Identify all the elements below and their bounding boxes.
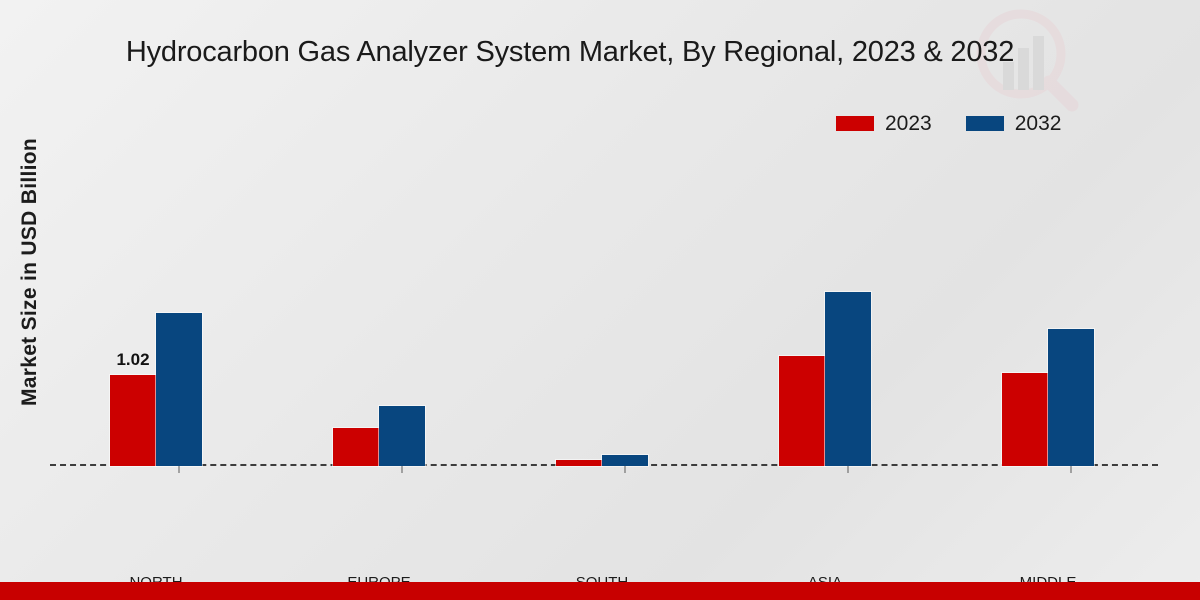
legend-swatch-2023 — [836, 116, 874, 131]
bar-2023-north-america[interactable]: 1.02 — [110, 350, 156, 466]
bar-2032-asia-pacific[interactable] — [825, 292, 871, 473]
bar-2023-asia-pacific[interactable] — [779, 356, 825, 466]
y-axis-label: Market Size in USD Billion — [18, 138, 41, 407]
bar-group-north-america: 1.02 — [110, 100, 202, 473]
x-axis-tick-middle-east-and-africa — [1070, 466, 1072, 473]
plot-area: 1.02 NORTH AMERICA EUROPE SOU — [50, 100, 1158, 600]
x-axis-tick-europe — [401, 466, 403, 473]
bar-2023-middle-east-and-africa[interactable] — [1002, 373, 1048, 466]
legend-item-2032[interactable]: 2032 — [965, 112, 1062, 135]
legend-label-2032: 2032 — [1014, 112, 1062, 135]
bar-value-label-north-america-2023: 1.02 — [116, 350, 150, 369]
bar-group-asia-pacific — [779, 100, 871, 473]
footer-accent-bar — [0, 582, 1200, 600]
bar-group-middle-east-and-africa — [1002, 100, 1094, 473]
chart-legend: 2023 2032 — [836, 113, 1061, 134]
bar-2023-europe[interactable] — [333, 428, 379, 466]
legend-label-2023: 2023 — [885, 112, 932, 135]
legend-swatch-2032 — [965, 116, 1004, 131]
x-axis-tick-north-america — [178, 466, 180, 473]
x-axis-tick-asia-pacific — [847, 466, 849, 473]
bar-2032-middle-east-and-africa[interactable] — [1048, 329, 1094, 473]
chart-title: Hydrocarbon Gas Analyzer System Market, … — [125, 36, 1015, 68]
bar-2032-south-america[interactable] — [602, 455, 648, 473]
bar-2032-europe[interactable] — [379, 406, 425, 473]
legend-item-2023[interactable]: 2023 — [836, 113, 932, 134]
bar-group-europe — [333, 100, 425, 473]
x-axis-tick-south-america — [624, 466, 626, 473]
bar-2032-north-america[interactable] — [156, 313, 202, 473]
bar-2023-south-america[interactable] — [556, 460, 602, 466]
bar-group-south-america — [556, 100, 648, 473]
